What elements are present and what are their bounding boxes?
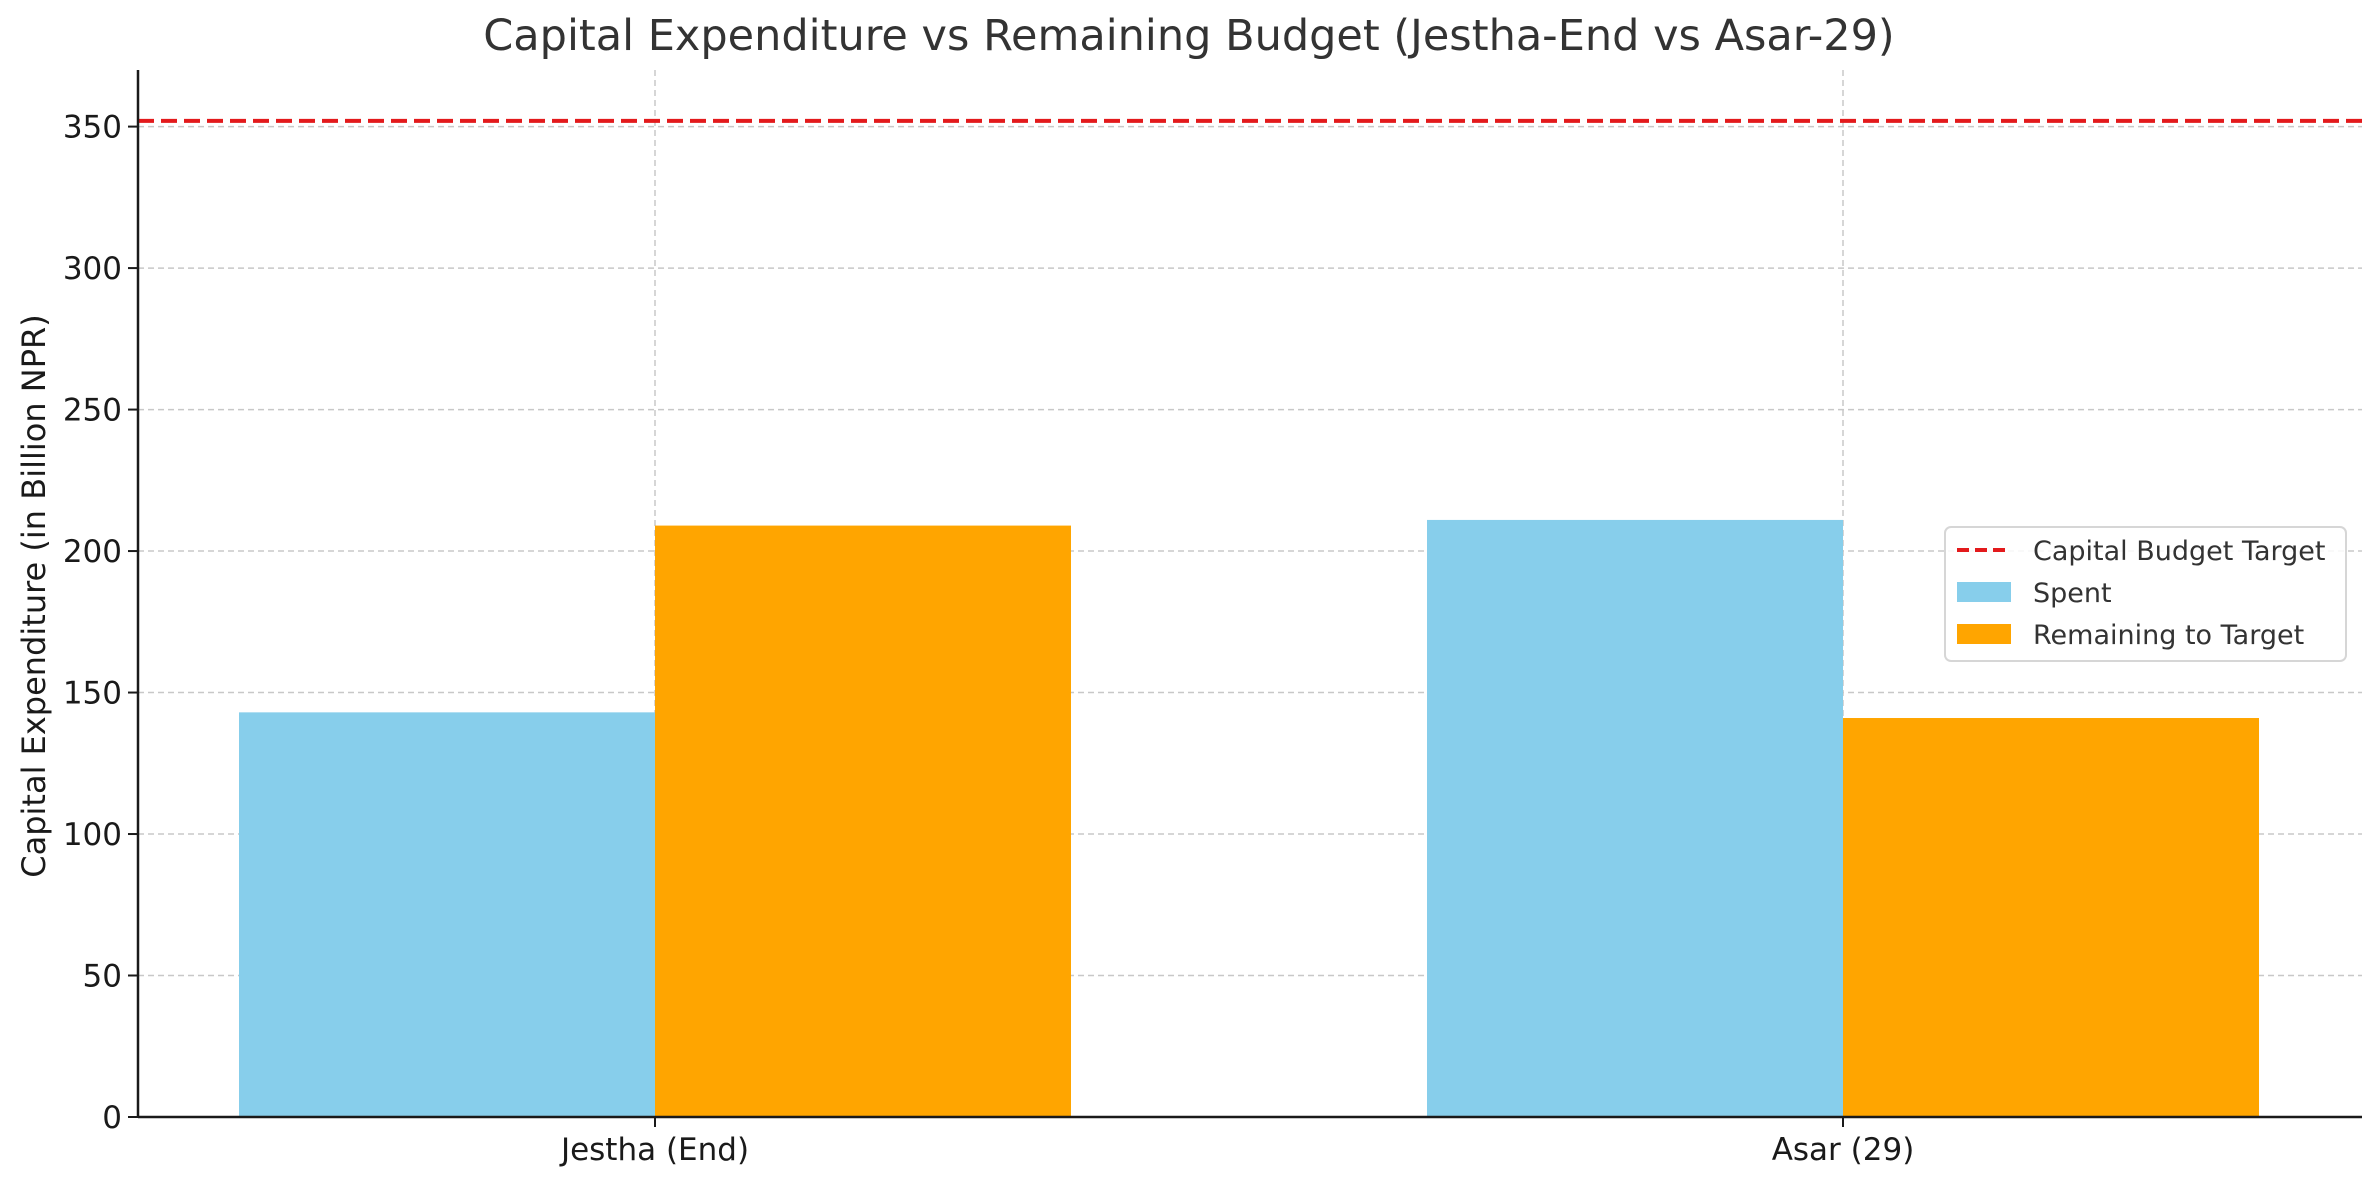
x-tick-label: Jestha (End) [559, 1132, 749, 1168]
y-axis-label: Capital Expenditure (in Billion NPR) [15, 314, 53, 877]
x-tick-label: Asar (29) [1772, 1132, 1915, 1168]
legend-label: Capital Budget Target [2033, 536, 2325, 567]
bar-remaining-to-target [1843, 718, 2259, 1117]
chart-title: Capital Expenditure vs Remaining Budget … [483, 11, 1894, 61]
bars [239, 519, 2259, 1117]
legend-swatch-remaining-to-target [1957, 624, 2011, 644]
y-tick-label: 250 [63, 393, 122, 429]
legend-box [1944, 526, 2347, 662]
legend-swatch-spent [1957, 582, 2011, 602]
bar-remaining-to-target [655, 525, 1071, 1117]
y-tick-label: 50 [83, 959, 122, 995]
y-tick-label: 300 [63, 251, 122, 287]
axes: 0 50 100 150 200 250 300 350 Jestha (End) Asar (2… [63, 70, 2362, 1168]
y-tick-label: 0 [102, 1100, 122, 1136]
legend: Capital Budget Target Spent Remaining to T… [1944, 526, 2347, 662]
y-tick-label: 150 [63, 676, 122, 712]
y-tick-label: 350 [63, 110, 122, 146]
bar-spent [239, 712, 655, 1117]
bar-spent [1427, 519, 1843, 1117]
y-tick-label: 200 [63, 534, 122, 570]
legend-label: Remaining to Target [2033, 620, 2304, 651]
y-tick-label: 100 [63, 817, 122, 853]
legend-label: Spent [2033, 578, 2112, 609]
